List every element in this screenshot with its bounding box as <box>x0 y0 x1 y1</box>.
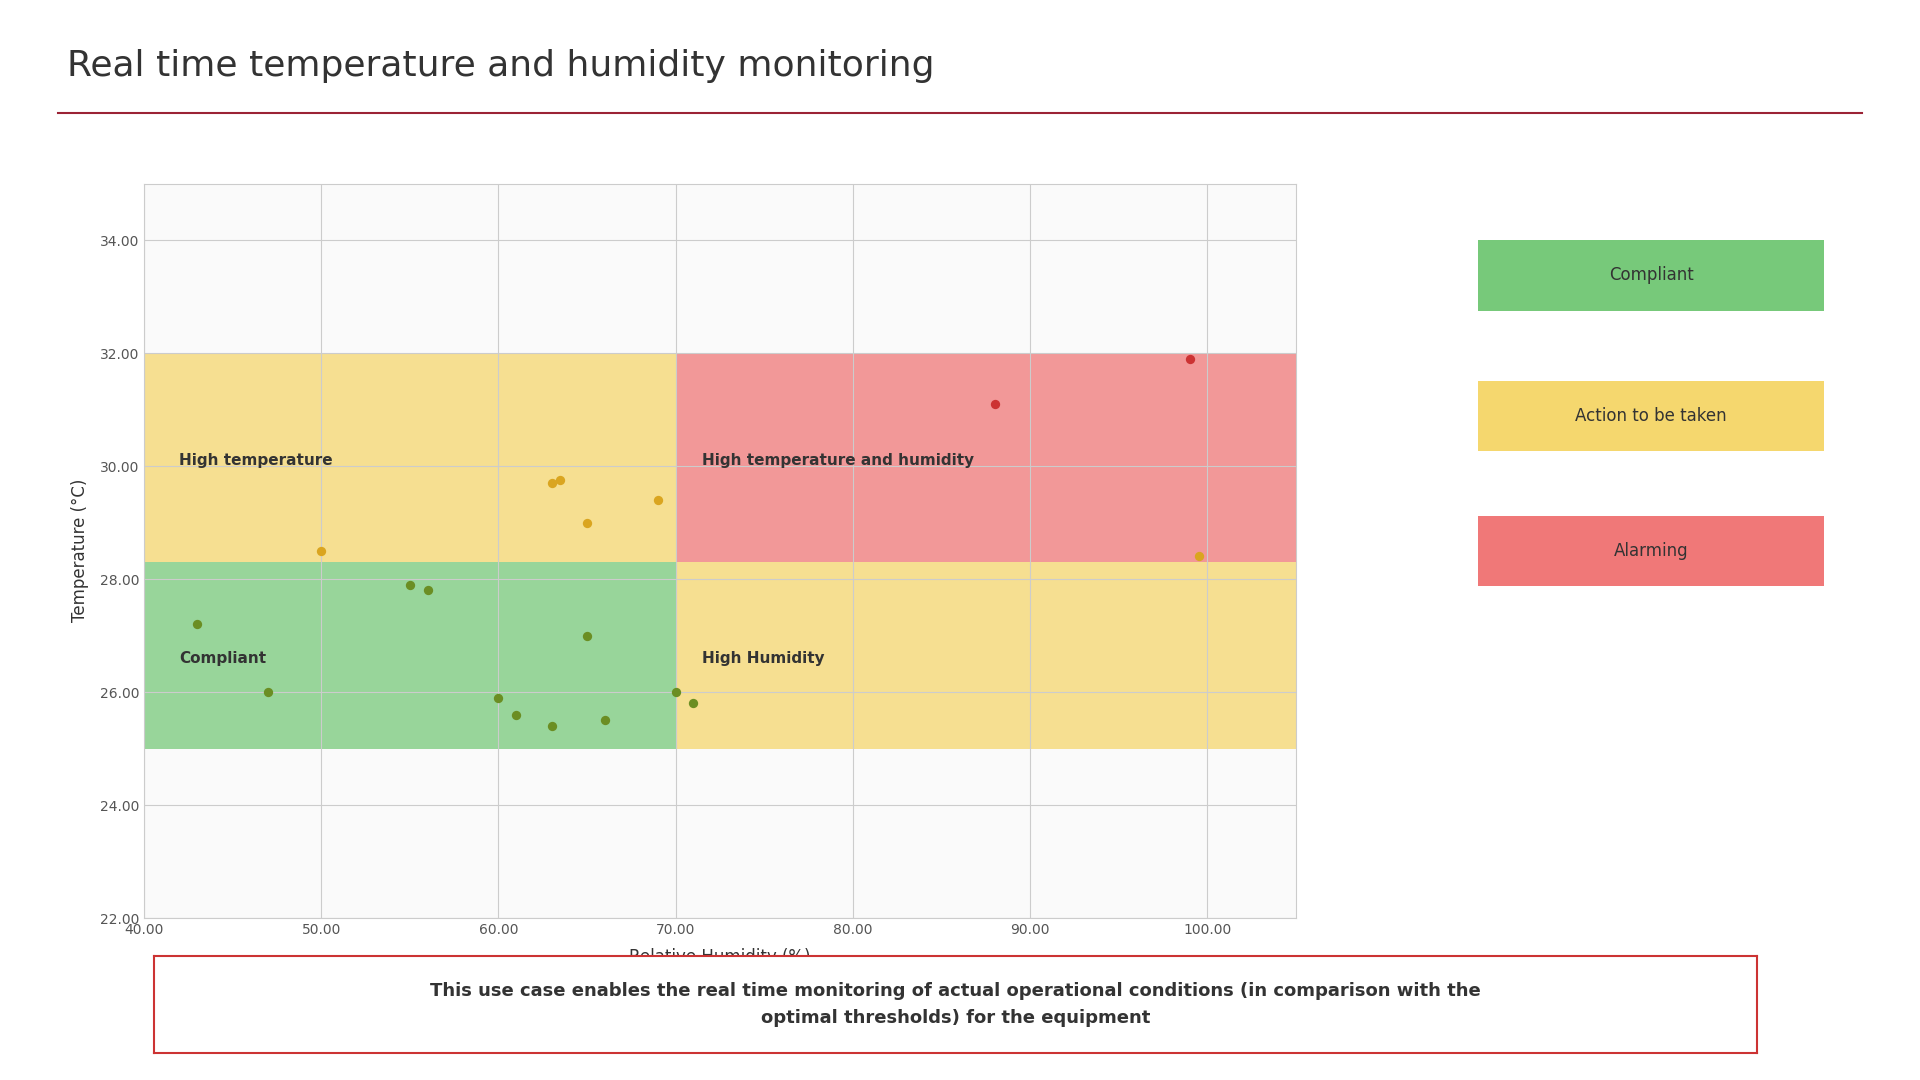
Text: Action to be taken: Action to be taken <box>1576 407 1726 424</box>
Point <box>589 712 620 729</box>
Bar <box>676 562 1296 748</box>
Y-axis label: Temperature (°C): Temperature (°C) <box>71 480 88 622</box>
Point <box>536 474 566 491</box>
Bar <box>144 562 676 748</box>
Bar <box>144 353 676 562</box>
Text: Compliant: Compliant <box>179 650 267 665</box>
Point <box>979 395 1010 413</box>
Point <box>545 472 576 489</box>
X-axis label: Relative Humidity (%): Relative Humidity (%) <box>630 948 810 966</box>
Bar <box>676 353 1296 562</box>
Text: Real time temperature and humidity monitoring: Real time temperature and humidity monit… <box>67 49 935 82</box>
Point <box>484 689 515 706</box>
Point <box>413 582 444 599</box>
Point <box>182 616 213 633</box>
Text: High Humidity: High Humidity <box>703 650 826 665</box>
Point <box>572 514 603 531</box>
Text: Compliant: Compliant <box>1609 267 1693 284</box>
Point <box>643 491 674 509</box>
Text: High temperature and humidity: High temperature and humidity <box>703 453 975 468</box>
Text: High temperature: High temperature <box>179 453 332 468</box>
Point <box>253 684 284 701</box>
Point <box>572 626 603 644</box>
Point <box>501 706 532 724</box>
Point <box>660 684 691 701</box>
Text: This use case enables the real time monitoring of actual operational conditions : This use case enables the real time moni… <box>430 982 1480 1027</box>
Point <box>305 542 336 559</box>
Point <box>1175 350 1206 367</box>
Text: Alarming: Alarming <box>1615 542 1688 559</box>
Point <box>536 717 566 734</box>
Point <box>394 576 424 593</box>
Point <box>1183 548 1213 565</box>
Point <box>678 694 708 712</box>
